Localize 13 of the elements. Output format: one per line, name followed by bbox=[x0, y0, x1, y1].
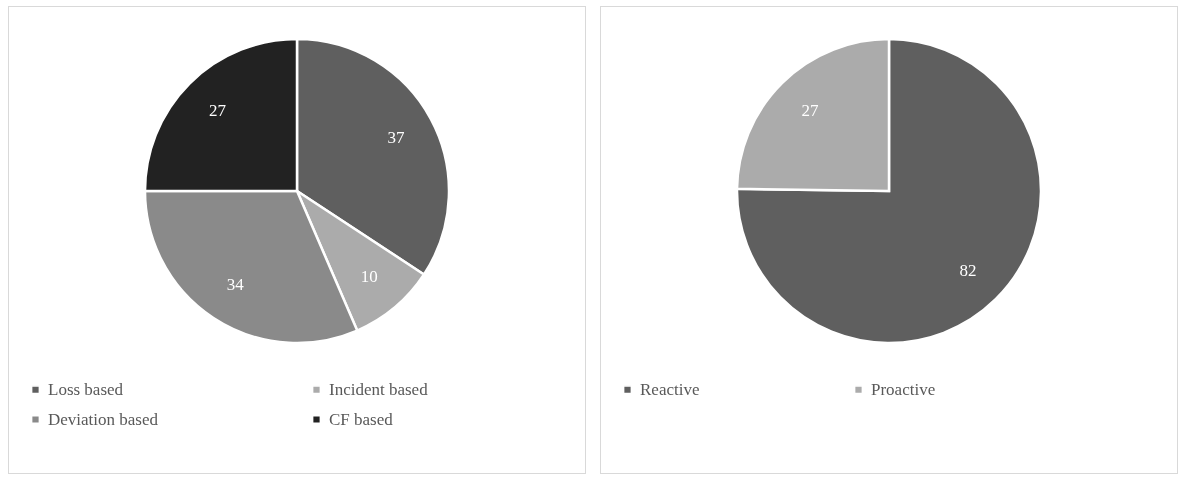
data-label: 34 bbox=[226, 274, 245, 294]
legend-label: Deviation based bbox=[48, 409, 159, 429]
data-label: 27 bbox=[801, 100, 820, 120]
data-label: 82 bbox=[959, 261, 977, 281]
legend-label: CF based bbox=[329, 409, 394, 429]
data-label: 27 bbox=[208, 101, 227, 121]
legend-label: Reactive bbox=[640, 379, 700, 399]
legend-label: Incident based bbox=[329, 379, 429, 399]
data-label: 37 bbox=[387, 127, 406, 147]
legend-label: Loss based bbox=[48, 379, 124, 399]
pie-slice bbox=[735, 37, 1043, 345]
data-label: 10 bbox=[360, 267, 378, 287]
legend-label: Proactive bbox=[871, 379, 936, 399]
